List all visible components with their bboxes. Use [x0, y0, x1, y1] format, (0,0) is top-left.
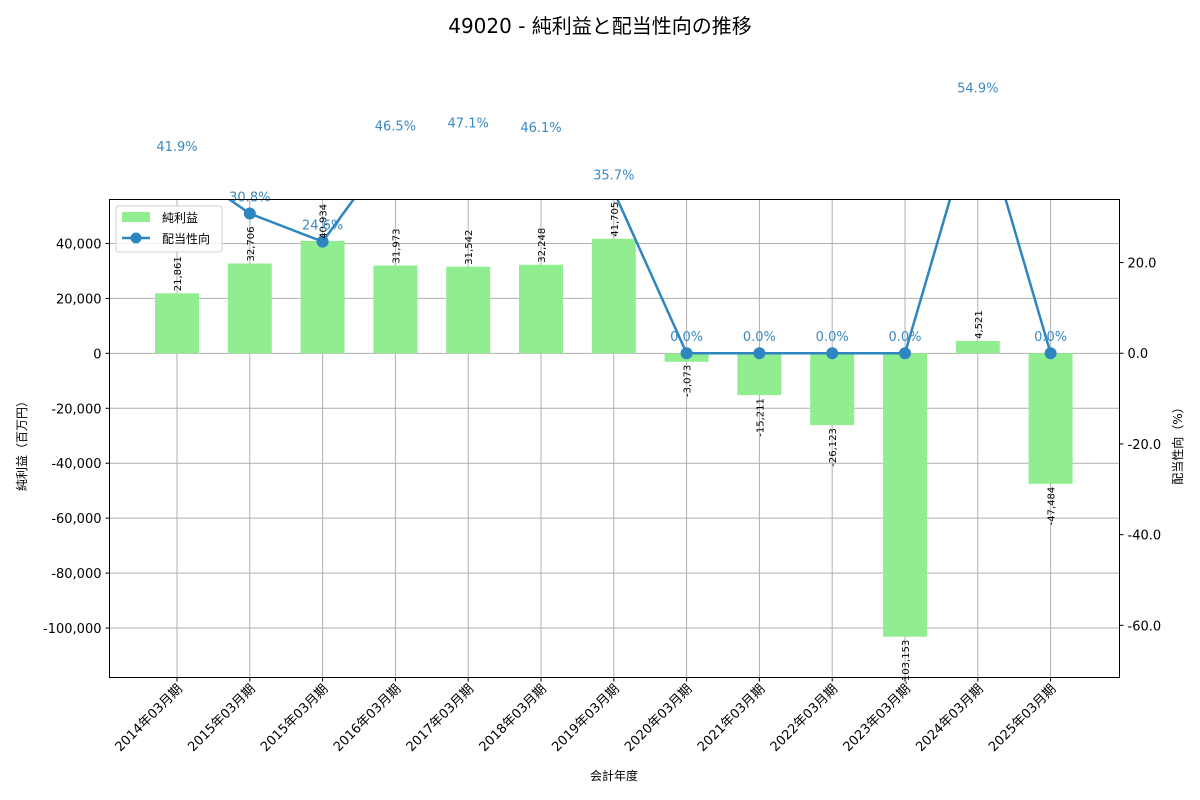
bar-value-label: 31,542: [464, 230, 475, 265]
bar-value-labels: 21,861 32,706 40,934 31,973 31,542 32,248 41,7…: [173, 202, 1058, 685]
ratio-value-label: 47.1%: [448, 117, 489, 132]
right-tick-label: -20.0: [1128, 438, 1162, 453]
right-y-axis-label: 配当性向（%）: [1170, 401, 1185, 484]
bar-value-label: 21,861: [173, 256, 184, 291]
legend: 純利益 配当性向: [115, 205, 223, 253]
right-y-axis: 20.0 0.0 -20.0 -40.0 -60.0: [1119, 257, 1162, 634]
left-tick-label: -20,000: [51, 402, 101, 417]
line-marker-icon: [826, 347, 839, 360]
left-tick-label: -100,000: [43, 622, 101, 637]
bar: [810, 353, 855, 426]
bar: [300, 240, 345, 354]
bar-value-label: 41,705: [610, 202, 621, 237]
bar-value-label: 32,706: [246, 226, 257, 261]
ratio-value-label: 46.5%: [375, 119, 416, 134]
bar: [446, 266, 491, 354]
x-axis: 2014年03月期 2015年03月期 2015年03月期 2016年03月期 2017…: [113, 677, 1059, 755]
bar: [155, 293, 199, 354]
x-axis-label: 会計年度: [590, 768, 638, 783]
bar-value-label: 31,973: [391, 229, 402, 264]
right-tick-label: 20.0: [1128, 257, 1157, 272]
line-marker-icon: [753, 347, 766, 360]
ratio-value-label: 0.0%: [888, 330, 921, 345]
bar: [591, 238, 636, 354]
ratio-value-label: 0.0%: [743, 330, 776, 345]
line-marker-icon: [243, 207, 256, 220]
ratio-value-label: 54.9%: [957, 81, 998, 96]
x-tick-label: 2015年03月期: [185, 682, 258, 755]
ratio-value-label: 24.6%: [302, 219, 343, 234]
line-series-payout-ratio: [227, 199, 1057, 360]
x-tick-label: 2022年03月期: [768, 682, 841, 755]
ratio-value-label: 46.1%: [520, 121, 561, 136]
chart-title: 49020 - 純利益と配当性向の推移: [448, 14, 752, 38]
left-tick-label: 40,000: [56, 237, 102, 252]
bar: [1028, 353, 1073, 484]
x-tick-label: 2018年03月期: [477, 682, 550, 755]
x-tick-label: 2014年03月期: [113, 682, 186, 755]
line-marker-icon: [680, 347, 693, 360]
bar-value-label: -47,484: [1047, 487, 1058, 526]
ratio-value-label: 41.9%: [156, 140, 197, 155]
left-tick-label: -60,000: [51, 512, 101, 527]
line-marker-icon: [316, 235, 329, 248]
x-tick-label: 2015年03月期: [258, 682, 331, 755]
left-y-axis: 40,000 20,000 0 -20,000 -40,000 -60,000 -80,00…: [43, 237, 110, 637]
ratio-value-label: 30.8%: [229, 191, 270, 206]
line-marker-icon: [1044, 347, 1057, 360]
bar-value-label: -15,211: [755, 398, 766, 437]
left-tick-label: -40,000: [51, 457, 101, 472]
x-tick-label: 2024年03月期: [913, 682, 986, 755]
line-marker-icon: [899, 347, 911, 360]
left-tick-label: 20,000: [56, 292, 102, 307]
x-tick-label: 2021年03月期: [695, 682, 768, 755]
bar-value-label: 32,248: [537, 228, 548, 263]
ratio-value-label: 0.0%: [1034, 330, 1067, 345]
right-tick-label: 0.0: [1128, 347, 1149, 362]
bar: [227, 263, 272, 354]
bar-value-label: -103,153: [901, 640, 912, 685]
ratio-value-label: 35.7%: [593, 168, 634, 183]
left-tick-label: 0: [93, 347, 101, 362]
bar-value-label: -3,073: [683, 365, 694, 397]
bar: [955, 340, 1000, 354]
x-tick-label: 2023年03月期: [841, 682, 914, 755]
x-tick-label: 2017年03月期: [404, 682, 477, 755]
legend-marker-icon: [130, 232, 142, 244]
bar: [519, 264, 563, 354]
left-y-axis-label: 純利益（百万円）: [15, 395, 29, 491]
bar-series-net-income: [155, 238, 1073, 637]
right-tick-label: -40.0: [1128, 529, 1162, 544]
x-tick-label: 2025年03月期: [986, 682, 1059, 755]
ratio-value-label: 0.0%: [816, 330, 849, 345]
ratio-value-labels: 41.9% 30.8% 24.6% 46.5% 47.1% 46.1% 35.7% 0.0% 0…: [156, 81, 1067, 345]
right-tick-label: -60.0: [1128, 619, 1162, 634]
legend-label-net-income: 純利益: [162, 211, 198, 225]
legend-bar-swatch-icon: [122, 212, 150, 222]
bar: [373, 265, 418, 354]
bar: [883, 353, 927, 637]
bar-value-label: -26,123: [828, 428, 839, 467]
bar: [737, 353, 782, 396]
x-tick-label: 2016年03月期: [331, 682, 404, 755]
ratio-value-label: 0.0%: [670, 330, 703, 345]
x-tick-label: 2019年03月期: [549, 682, 622, 755]
x-tick-label: 2020年03月期: [622, 682, 695, 755]
legend-label-payout-ratio: 配当性向: [162, 231, 210, 246]
bar-value-label: 40,934: [319, 204, 330, 239]
left-tick-label: -80,000: [51, 567, 101, 582]
plot-frame: [109, 199, 1120, 678]
bar-value-label: 4,521: [974, 310, 985, 339]
